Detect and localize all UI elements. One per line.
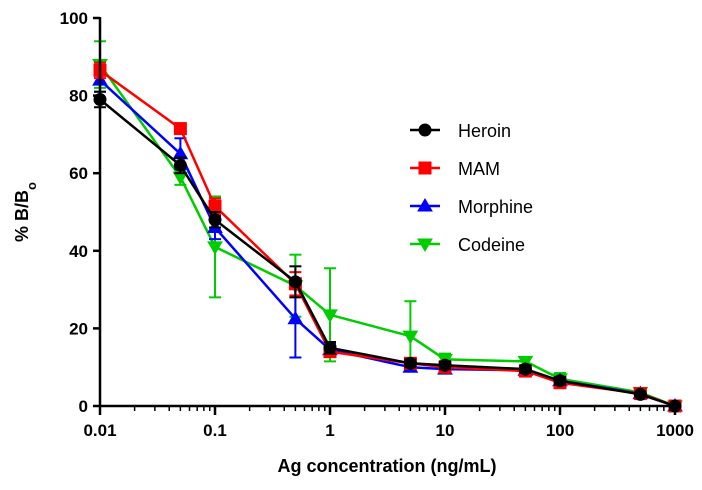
legend-item-morphine: Morphine [410,197,533,217]
legend: Heroin MAM Morphine Codeine [410,121,533,255]
x-axis-title: Ag concentration (ng/mL) [278,456,497,476]
legend-label-morphine: Morphine [458,197,533,217]
axes-layer: 0 20 40 60 80 100 0.01 0.1 1 10 100 1000 % B/Bo Ag… [12,9,694,476]
x-tick-label: 0.1 [203,421,227,440]
legend-marker-morphine [417,198,433,212]
x-ticks: 0.01 0.1 1 10 100 1000 [83,406,694,440]
legend-item-mam: MAM [410,159,500,179]
data-point-heroin [323,341,337,355]
x-tick-label: 10 [436,421,455,440]
legend-label-heroin: Heroin [458,121,511,141]
series-line-mam [99,69,676,408]
legend-marker-codeine [417,238,433,252]
series-line-heroin [99,98,676,408]
data-point-codeine [322,309,338,323]
legend-marker-mam [418,161,432,175]
y-tick-label: 60 [69,164,88,183]
y-tick-label: 20 [69,319,88,338]
data-point-heroin [438,358,452,372]
series-heroin [93,90,682,413]
y-tick-label: 0 [79,397,88,416]
data-point-morphine [287,310,304,325]
legend-marker-heroin [418,123,432,137]
y-tick-label: 80 [69,87,88,106]
legend-label-codeine: Codeine [458,235,525,255]
legend-item-codeine: Codeine [410,235,525,255]
x-tick-label: 1 [325,421,334,440]
data-point-codeine [207,241,223,255]
x-tick-label: 1000 [656,421,694,440]
data-point-heroin [633,387,647,401]
data-point-mam [173,122,187,136]
legend-label-mam: MAM [458,159,500,179]
data-point-heroin [208,213,222,227]
data-point-heroin [518,362,532,376]
series-layer [92,40,683,414]
x-tick-label: 100 [546,421,574,440]
data-point-codeine [402,330,419,345]
y-axis-title: % B/Bo [12,182,39,242]
data-point-heroin [288,275,302,289]
y-tick-label: 40 [69,242,88,261]
series-line-codeine [98,63,676,408]
y-tick-label: 100 [60,9,88,28]
data-point-heroin [553,374,567,388]
data-point-heroin [173,158,187,172]
y-ticks: 0 20 40 60 80 100 [60,9,100,416]
legend-item-heroin: Heroin [410,121,511,141]
data-point-mam [208,199,222,213]
x-tick-label: 0.01 [83,421,116,440]
series-codeine [92,40,683,414]
data-point-heroin [403,356,417,370]
